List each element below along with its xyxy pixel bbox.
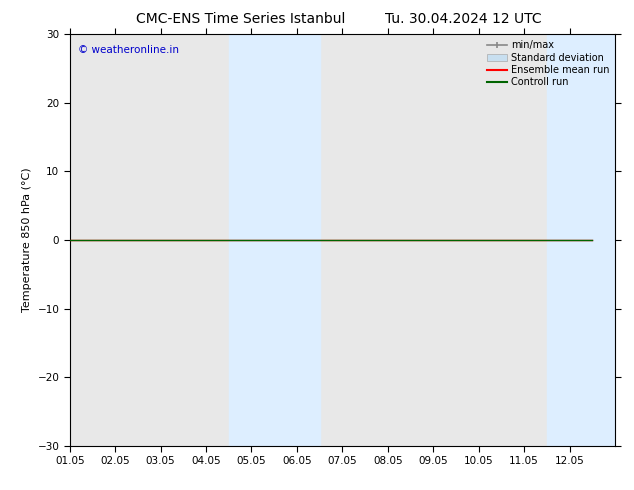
Text: CMC-ENS Time Series Istanbul: CMC-ENS Time Series Istanbul [136,12,346,26]
Text: Tu. 30.04.2024 12 UTC: Tu. 30.04.2024 12 UTC [384,12,541,26]
Bar [229,34,320,446]
Bar [547,34,634,446]
Text: © weatheronline.in: © weatheronline.in [78,45,179,54]
Legend: min/max, Standard deviation, Ensemble mean run, Controll run: min/max, Standard deviation, Ensemble me… [483,36,613,91]
Y-axis label: Temperature 850 hPa (°C): Temperature 850 hPa (°C) [22,168,32,313]
